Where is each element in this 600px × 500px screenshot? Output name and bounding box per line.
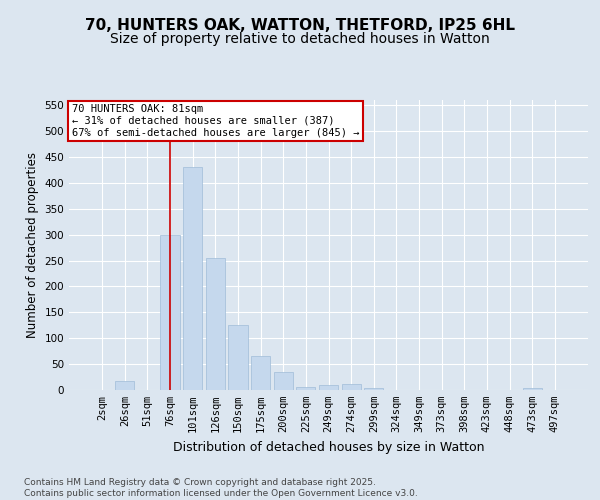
Bar — [319, 385, 338, 390]
Bar — [251, 356, 270, 390]
Text: 70, HUNTERS OAK, WATTON, THETFORD, IP25 6HL: 70, HUNTERS OAK, WATTON, THETFORD, IP25 … — [85, 18, 515, 32]
Bar — [206, 258, 225, 390]
Bar — [523, 388, 542, 390]
Bar — [160, 234, 180, 390]
Text: Contains HM Land Registry data © Crown copyright and database right 2025.
Contai: Contains HM Land Registry data © Crown c… — [24, 478, 418, 498]
Bar — [341, 384, 361, 390]
Bar — [229, 326, 248, 390]
Text: Size of property relative to detached houses in Watton: Size of property relative to detached ho… — [110, 32, 490, 46]
Bar — [274, 372, 293, 390]
Bar — [115, 380, 134, 390]
Bar — [296, 388, 316, 390]
Y-axis label: Number of detached properties: Number of detached properties — [26, 152, 39, 338]
Bar — [364, 388, 383, 390]
Text: 70 HUNTERS OAK: 81sqm
← 31% of detached houses are smaller (387)
67% of semi-det: 70 HUNTERS OAK: 81sqm ← 31% of detached … — [71, 104, 359, 138]
Bar — [183, 168, 202, 390]
X-axis label: Distribution of detached houses by size in Watton: Distribution of detached houses by size … — [173, 440, 484, 454]
